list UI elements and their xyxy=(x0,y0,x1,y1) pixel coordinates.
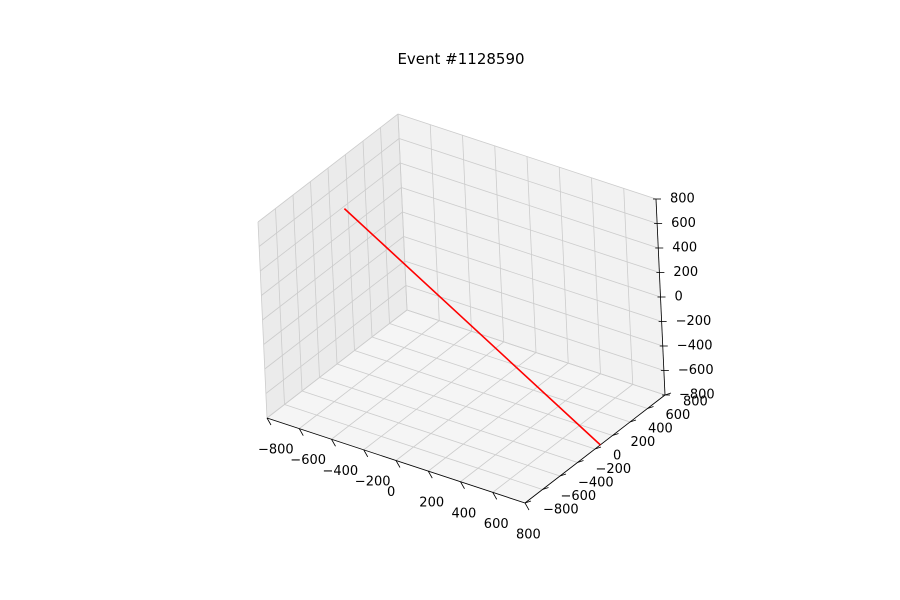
x-tick-label: −200 xyxy=(355,474,391,489)
y-tick-label: −600 xyxy=(561,489,597,504)
x-tick-mark xyxy=(395,460,401,468)
grid-line xyxy=(389,323,648,409)
x-tick-mark xyxy=(427,470,433,479)
y-tick-label: −400 xyxy=(578,476,614,491)
y-tick-mark xyxy=(612,433,619,436)
x-tick-mark xyxy=(492,492,498,500)
z-tick-label: −600 xyxy=(678,363,714,378)
y-tick-mark xyxy=(559,473,567,477)
grid-line xyxy=(345,154,355,351)
grid-line xyxy=(261,187,402,296)
x-tick-label: −600 xyxy=(290,453,326,468)
y-tick-label: −200 xyxy=(596,462,632,477)
y-tick-mark xyxy=(594,446,602,450)
y-tick-label: 400 xyxy=(648,422,673,437)
z-tick-label: 600 xyxy=(671,216,696,231)
grid-line xyxy=(428,362,569,472)
grid-line xyxy=(492,384,633,493)
x-tick-mark xyxy=(524,502,530,511)
x-tick-mark xyxy=(363,449,369,458)
x-tick-mark xyxy=(331,439,336,447)
grid-line xyxy=(354,350,613,436)
grid-line xyxy=(406,309,666,396)
grid-line xyxy=(558,167,569,364)
series-layer xyxy=(343,208,601,446)
y-tick-label: 800 xyxy=(683,395,708,410)
grid-line xyxy=(398,138,658,224)
grid-lines xyxy=(257,113,666,504)
grid-line xyxy=(460,373,601,483)
grid-line xyxy=(336,363,596,450)
grid-line xyxy=(402,211,661,298)
grid-line xyxy=(380,127,390,324)
grid-line xyxy=(258,138,400,247)
z-tick-label: 200 xyxy=(673,265,698,280)
y-tick-mark xyxy=(524,500,532,504)
grid-line xyxy=(591,177,601,374)
x-tick-label: −800 xyxy=(258,443,294,458)
z-tick-label: −800 xyxy=(679,388,715,403)
grid-line xyxy=(362,140,373,338)
grid-line xyxy=(397,113,408,311)
grid-line xyxy=(623,188,634,385)
y-tick-label: 0 xyxy=(613,449,621,464)
x-tick-label: 0 xyxy=(387,485,395,500)
grid-line xyxy=(397,113,657,200)
z-tick-label: 400 xyxy=(672,241,697,256)
chart-title: Event #1128590 xyxy=(397,50,524,68)
grid-line xyxy=(371,336,631,423)
x-tick-label: 600 xyxy=(484,517,509,532)
grid-line xyxy=(401,187,660,273)
y-tick-mark xyxy=(647,406,654,409)
x-tick-label: 200 xyxy=(419,496,444,511)
z-tick-label: 0 xyxy=(675,290,683,305)
z-tick-label: 800 xyxy=(670,192,695,207)
grid-line xyxy=(257,113,399,223)
x-tick-mark xyxy=(266,417,272,426)
x-tick-label: 800 xyxy=(516,528,541,543)
grid-line xyxy=(400,162,659,249)
z-tick-label: −400 xyxy=(677,339,713,354)
x-tick-mark xyxy=(460,481,465,489)
x-tick-mark xyxy=(298,428,304,436)
grid-line xyxy=(260,162,401,272)
y-tick-label: −800 xyxy=(543,503,579,518)
y-tick-mark xyxy=(542,487,549,490)
z-axis-ticks: −800 −600 −400 −200 0 200 400 600 800 xyxy=(653,192,715,403)
y-tick-mark xyxy=(629,419,637,423)
series-line xyxy=(343,208,601,446)
y-tick-mark xyxy=(577,460,584,463)
grid-line xyxy=(262,211,403,321)
z-tick-label: −200 xyxy=(676,314,712,329)
x-tick-label: 400 xyxy=(452,506,477,521)
y-tick-label: 200 xyxy=(631,435,656,450)
y-tick-label: 600 xyxy=(666,408,691,423)
x-tick-label: −400 xyxy=(323,464,359,479)
